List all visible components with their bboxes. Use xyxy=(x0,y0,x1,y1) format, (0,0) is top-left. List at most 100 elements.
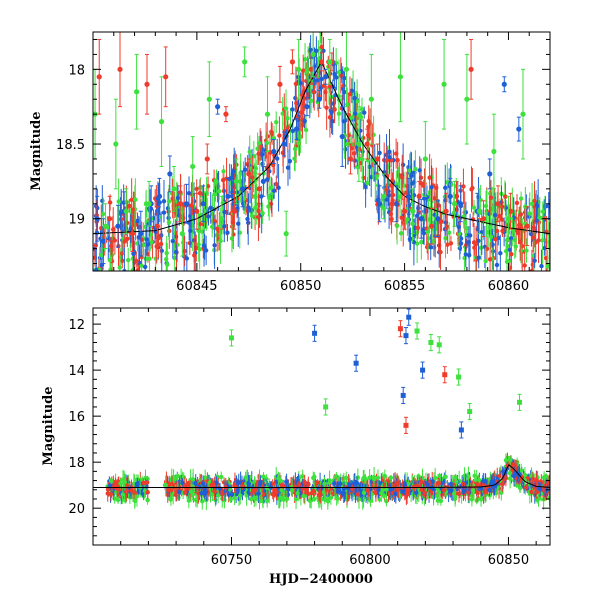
zoom-panel-data-point xyxy=(223,106,229,123)
full-panel-measurement xyxy=(414,488,419,497)
zoom-panel-data-point xyxy=(476,188,482,235)
zoom-panel-data-point xyxy=(167,155,173,193)
zoom-panel-measurement xyxy=(438,234,443,270)
full-panel-y-tick-label: 20 xyxy=(68,502,85,517)
zoom-panel-measurement xyxy=(345,123,350,165)
zoom-panel-y-tick-label: 18 xyxy=(68,63,85,78)
zoom-panel-data-point xyxy=(368,53,374,145)
zoom-panel-measurement xyxy=(530,222,536,253)
zoom-panel-measurement xyxy=(225,223,230,242)
zoom-panel-measurement xyxy=(126,247,131,271)
full-panel-measurement xyxy=(274,474,279,489)
zoom-panel-data-point xyxy=(204,143,210,175)
zoom-panel-measurement xyxy=(334,64,339,91)
zoom-panel-measurement xyxy=(215,205,220,252)
zoom-panel-data-point xyxy=(154,206,160,247)
zoom-panel-data-point xyxy=(231,192,237,230)
zoom-panel-measurement xyxy=(188,214,193,248)
zoom-panel-data-point xyxy=(256,173,262,205)
full-panel-measurement xyxy=(335,486,341,497)
full-panel-measurement xyxy=(508,455,513,465)
zoom-panel-measurement xyxy=(144,223,150,256)
full-panel-measurement xyxy=(507,464,513,482)
zoom-panel-measurement xyxy=(274,138,280,179)
full-panel-data xyxy=(93,308,550,511)
zoom-panel-measurement xyxy=(318,32,324,43)
zoom-panel-measurement xyxy=(216,182,222,201)
zoom-panel-measurement xyxy=(293,66,299,102)
full-panel-measurement xyxy=(209,478,214,492)
full-panel-measurement xyxy=(451,485,457,502)
full-panel-measurement xyxy=(534,485,540,500)
full-panel-measurement xyxy=(482,482,488,501)
zoom-panel-y-tick-label: 19 xyxy=(68,213,85,228)
full-panel-measurement xyxy=(461,482,466,501)
full-panel-measurement xyxy=(143,478,148,488)
full-panel-measurement-cloud xyxy=(105,452,550,511)
zoom-panel-measurement xyxy=(471,199,477,216)
zoom-panel-data-point xyxy=(239,170,246,208)
zoom-panel-data-point xyxy=(146,180,152,227)
zoom-panel-measurement xyxy=(175,185,181,211)
zoom-panel-measurement xyxy=(405,203,410,236)
zoom-panel-measurement xyxy=(547,222,550,263)
zoom-panel-measurement xyxy=(488,179,494,216)
full-panel-outlier-point xyxy=(228,329,234,347)
full-panel-measurement xyxy=(530,471,536,487)
zoom-panel-data-point xyxy=(194,192,200,230)
zoom-panel-data-point xyxy=(418,198,424,239)
zoom-panel-measurement xyxy=(352,81,357,115)
zoom-panel-data-point xyxy=(491,113,497,190)
full-panel-measurement xyxy=(120,488,126,501)
zoom-panel-measurement xyxy=(285,149,291,186)
zoom-panel-measurement xyxy=(500,198,505,215)
zoom-panel-measurement xyxy=(136,215,142,260)
zoom-panel-data-point xyxy=(304,97,310,117)
zoom-panel-data-point xyxy=(441,38,447,130)
zoom-panel-ticks: 60845 60850 60855 60860 18 18.5 19 xyxy=(56,32,551,294)
zoom-panel-data-point xyxy=(347,143,354,175)
zoom-panel-measurement xyxy=(399,209,404,227)
full-panel-measurement xyxy=(193,492,199,507)
full-panel-measurement xyxy=(306,476,311,493)
zoom-panel-measurement xyxy=(174,244,179,260)
zoom-panel-measurement xyxy=(212,178,217,210)
full-panel-measurement xyxy=(135,477,140,494)
zoom-panel-data-point xyxy=(364,128,370,160)
full-panel-measurement xyxy=(200,475,206,492)
zoom-panel-measurement xyxy=(128,214,134,244)
full-panel-outlier-point xyxy=(456,368,462,386)
full-panel-measurement xyxy=(537,482,543,497)
zoom-panel-measurement xyxy=(529,182,535,225)
full-panel-y-tick-label: 18 xyxy=(68,456,85,471)
zoom-panel-data-point xyxy=(134,53,140,130)
zoom-panel-data-point xyxy=(487,158,493,190)
zoom-panel-measurement xyxy=(446,222,452,244)
zoom-panel-data-point xyxy=(246,158,252,190)
zoom-panel-data-point xyxy=(343,32,350,108)
zoom-panel-data-point xyxy=(516,116,522,142)
zoom-panel-measurement xyxy=(314,58,320,103)
zoom-panel-measurement xyxy=(547,255,550,271)
zoom-panel-measurement xyxy=(116,178,121,225)
full-panel-measurement xyxy=(436,477,442,489)
zoom-panel-measurement xyxy=(214,170,219,192)
zoom-panel-measurement xyxy=(498,234,503,271)
full-panel-x-axis-title: HJD−2400000 xyxy=(269,572,373,587)
zoom-panel-measurement xyxy=(316,40,321,79)
full-panel-measurement xyxy=(129,482,134,499)
full-panel-measurement xyxy=(240,481,245,490)
zoom-panel-data-point xyxy=(289,49,296,75)
full-panel-measurement xyxy=(315,479,320,486)
zoom-panel-measurement xyxy=(283,89,289,128)
full-panel-measurement xyxy=(456,485,462,503)
zoom-panel-x-tick-label: 60860 xyxy=(488,279,529,294)
zoom-panel-data-point xyxy=(117,32,123,108)
zoom-panel-measurement xyxy=(122,247,127,271)
zoom-panel-measurement xyxy=(247,135,252,169)
full-panel-measurement xyxy=(470,483,476,498)
full-panel-measurement xyxy=(236,479,241,501)
zoom-panel-series-red xyxy=(96,32,530,253)
zoom-panel-measurement xyxy=(351,139,357,168)
full-panel-measurement xyxy=(289,484,295,497)
